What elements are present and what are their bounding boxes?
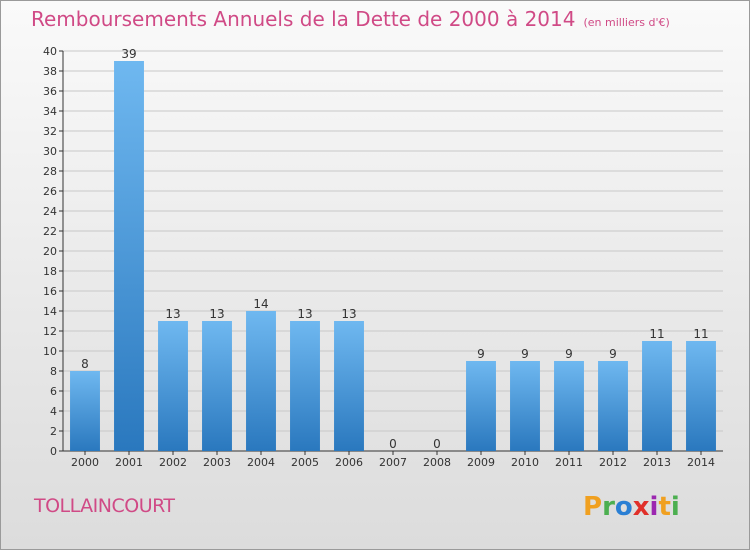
bar xyxy=(246,311,276,451)
x-tick-label: 2009 xyxy=(467,456,495,469)
x-tick-label: 2003 xyxy=(203,456,231,469)
y-tick-label: 12 xyxy=(43,325,57,338)
data-label: 0 xyxy=(433,437,441,451)
y-tick-label: 8 xyxy=(50,365,57,378)
x-tick-label: 2012 xyxy=(599,456,627,469)
y-tick-label: 32 xyxy=(43,125,57,138)
data-label: 0 xyxy=(389,437,397,451)
proxiti-logo: Proxiti xyxy=(583,492,680,522)
data-label: 39 xyxy=(121,47,136,61)
x-tick-label: 2014 xyxy=(687,456,715,469)
y-tick-label: 40 xyxy=(43,45,57,58)
data-label: 11 xyxy=(693,327,708,341)
bar xyxy=(334,321,364,451)
y-tick-label: 2 xyxy=(50,425,57,438)
data-label: 9 xyxy=(609,347,617,361)
logo-letter: t xyxy=(658,492,671,522)
data-label: 13 xyxy=(209,307,224,321)
x-tick-label: 2007 xyxy=(379,456,407,469)
y-tick-label: 10 xyxy=(43,345,57,358)
bar xyxy=(202,321,232,451)
x-tick-label: 2010 xyxy=(511,456,539,469)
bar xyxy=(70,371,100,451)
y-tick-label: 0 xyxy=(50,445,57,458)
bar xyxy=(642,341,672,451)
data-label: 9 xyxy=(477,347,485,361)
logo-letter: o xyxy=(614,492,633,522)
y-tick-label: 20 xyxy=(43,245,57,258)
x-tick-label: 2005 xyxy=(291,456,319,469)
y-tick-label: 14 xyxy=(43,305,57,318)
y-tick-label: 34 xyxy=(43,105,57,118)
y-tick-label: 16 xyxy=(43,285,57,298)
data-label: 8 xyxy=(81,357,89,371)
y-tick-label: 38 xyxy=(43,65,57,78)
bar xyxy=(686,341,716,451)
data-labels: 8 39 13 13 14 13 13 0 0 9 9 9 9 11 11 xyxy=(81,47,708,451)
x-tick-label: 2006 xyxy=(335,456,363,469)
logo-letter: i xyxy=(649,492,659,522)
data-label: 9 xyxy=(521,347,529,361)
logo-letter: i xyxy=(670,492,680,522)
y-tick-label: 26 xyxy=(43,185,57,198)
bar xyxy=(114,61,144,451)
x-tick-label: 2008 xyxy=(423,456,451,469)
y-tick-label: 6 xyxy=(50,385,57,398)
logo-letter: x xyxy=(632,492,650,522)
bars xyxy=(70,61,716,451)
data-label: 11 xyxy=(649,327,664,341)
bar xyxy=(466,361,496,451)
bar xyxy=(510,361,540,451)
y-tick-label: 24 xyxy=(43,205,57,218)
x-tick-label: 2011 xyxy=(555,456,583,469)
data-label: 13 xyxy=(165,307,180,321)
data-label: 9 xyxy=(565,347,573,361)
y-tick-label: 22 xyxy=(43,225,57,238)
x-tick-label: 2001 xyxy=(115,456,143,469)
data-label: 13 xyxy=(341,307,356,321)
chart-title: Remboursements Annuels de la Dette de 20… xyxy=(31,7,670,31)
y-tick-label: 30 xyxy=(43,145,57,158)
bar xyxy=(598,361,628,451)
logo-letter: P xyxy=(583,492,603,522)
y-tick-label: 4 xyxy=(50,405,57,418)
logo-letter: r xyxy=(602,492,615,522)
title-text: Remboursements Annuels de la Dette de 20… xyxy=(31,7,576,31)
x-tick-label: 2013 xyxy=(643,456,671,469)
chart-subtitle: (en milliers d'€) xyxy=(583,16,670,29)
data-label: 14 xyxy=(253,297,268,311)
x-tick-label: 2002 xyxy=(159,456,187,469)
data-label: 13 xyxy=(297,307,312,321)
y-tick-label: 36 xyxy=(43,85,57,98)
x-tick-label: 2004 xyxy=(247,456,275,469)
x-tick-label: 2000 xyxy=(71,456,99,469)
bar xyxy=(158,321,188,451)
bar xyxy=(290,321,320,451)
y-tick-label: 28 xyxy=(43,165,57,178)
commune-name: TOLLAINCOURT xyxy=(34,495,175,517)
bar xyxy=(554,361,584,451)
y-tick-label: 18 xyxy=(43,265,57,278)
